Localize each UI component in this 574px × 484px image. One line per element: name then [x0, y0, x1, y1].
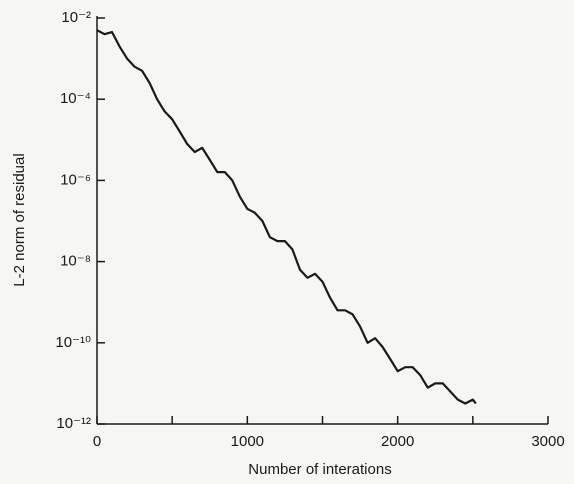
y-tick-label: 10⁻¹⁰: [55, 334, 91, 351]
y-tick-label: 10⁻¹²: [56, 415, 91, 432]
x-tick-label: 0: [93, 433, 101, 450]
x-axis-label: Number of interations: [248, 461, 391, 478]
y-tick-label: 10⁻⁴: [60, 90, 91, 107]
y-tick-label: 10⁻⁸: [60, 253, 91, 270]
x-tick-label: 3000: [531, 433, 564, 450]
x-tick-label: 2000: [381, 433, 414, 450]
y-tick-label: 10⁻²: [61, 9, 91, 26]
y-axis-label: L-2 norm of residual: [11, 153, 28, 286]
y-tick-label: 10⁻⁶: [60, 171, 91, 188]
x-tick-label: 1000: [231, 433, 264, 450]
data-line: [96, 29, 477, 405]
